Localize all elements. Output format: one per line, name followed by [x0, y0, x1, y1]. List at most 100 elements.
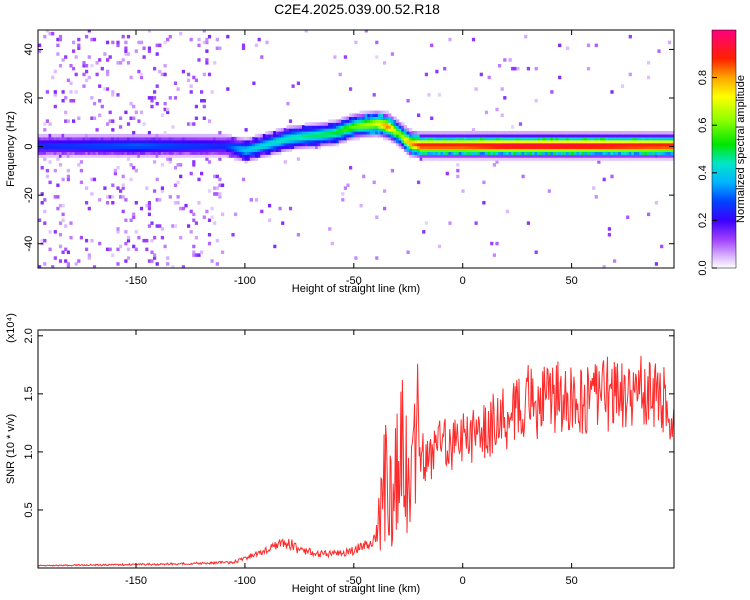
- spectrogram-cell: [349, 136, 353, 141]
- spectrogram-cell: [383, 116, 387, 120]
- spectrogram-cell: [82, 136, 86, 141]
- spectrogram-cell: [362, 119, 366, 123]
- spectrogram-cell: [254, 151, 259, 155]
- spectrogram-cell: [132, 116, 136, 120]
- spectrogram-cell: [66, 174, 70, 179]
- spectrogram-cell: [194, 151, 198, 155]
- spectrogram-cell: [453, 145, 457, 150]
- spectrogram-cell: [422, 145, 426, 150]
- spectrogram-cell: [48, 160, 52, 164]
- spectrogram-cell: [106, 154, 110, 158]
- spectrogram-cell: [296, 142, 300, 147]
- spectrogram-cell: [189, 122, 193, 126]
- spectrogram-cell: [239, 139, 243, 144]
- spectrogram-cell: [241, 148, 246, 152]
- spectrogram-cell: [558, 133, 562, 138]
- spectrogram-cell: [566, 136, 570, 141]
- spectrogram-cell: [639, 133, 643, 138]
- spectrogram-cell: [568, 139, 572, 144]
- spectrogram-cell: [529, 142, 533, 147]
- spectrogram-cell: [239, 157, 243, 161]
- spectrogram-cell: [64, 224, 68, 228]
- spectrogram-cell: [226, 151, 230, 155]
- spectrogram-cell: [406, 139, 410, 144]
- spectrogram-cell: [532, 131, 536, 135]
- spectrogram-cell: [406, 136, 410, 141]
- spectrogram-cell: [309, 142, 313, 147]
- spectrogram-cell: [95, 133, 99, 138]
- spectrogram-cell: [592, 133, 596, 138]
- spectrogram-cell: [98, 136, 102, 141]
- spectrogram-cell: [539, 151, 543, 155]
- spectrogram-cell: [234, 136, 238, 141]
- spectrogram-cell: [58, 154, 63, 158]
- spectrogram-cell: [482, 136, 486, 141]
- spectrogram-cell: [547, 148, 551, 152]
- spectrogram-cell: [184, 148, 188, 152]
- spectrogram-cell: [453, 151, 457, 155]
- spectrogram-cell: [615, 133, 619, 138]
- spectrogram-cell: [351, 116, 355, 120]
- spectrogram-cell: [315, 136, 319, 141]
- spectrogram-cell: [304, 139, 308, 144]
- spectrogram-cell: [213, 192, 217, 196]
- spectrogram-cell: [79, 145, 83, 150]
- spectrogram-cell: [153, 90, 157, 94]
- spectrogram-cell: [56, 52, 60, 56]
- spectrogram-cell: [124, 241, 128, 246]
- spectrogram-cell: [369, 113, 374, 117]
- spectrogram-cell: [369, 110, 374, 115]
- spectrogram-cell: [396, 122, 400, 126]
- spectrogram-cell: [163, 136, 167, 141]
- spectrogram-cell: [631, 154, 635, 158]
- spectrogram-cell: [168, 142, 172, 147]
- spectrogram-cell: [132, 215, 136, 219]
- spectrogram-cell: [43, 148, 47, 152]
- spectrogram-cell: [409, 148, 413, 152]
- spectrogram-cell: [281, 136, 285, 141]
- spectrogram-cell: [584, 154, 588, 158]
- spectrogram-cell: [602, 148, 606, 152]
- spectrogram-cell: [503, 58, 507, 62]
- spectrogram-cell: [498, 154, 502, 158]
- spectrogram-cell: [529, 154, 533, 158]
- spectrogram-cell: [126, 238, 131, 243]
- spectrogram-cell: [372, 113, 376, 117]
- spectrogram-cell: [74, 142, 78, 147]
- spectrogram-cell: [64, 145, 68, 150]
- spectrogram-cell: [210, 259, 214, 263]
- spectrogram-cell: [589, 142, 593, 147]
- spectrogram-cell: [234, 145, 238, 150]
- spectrogram-cell: [623, 136, 627, 141]
- spectrogram-cell: [90, 148, 94, 152]
- spectrogram-cell: [134, 201, 138, 205]
- spectrogram-cell: [213, 142, 217, 147]
- spectrogram-cell: [150, 96, 154, 100]
- spectrogram-cell: [288, 142, 293, 147]
- spectrogram-cell: [471, 157, 476, 161]
- spectrogram-cell: [202, 116, 206, 120]
- spectrogram-cell: [194, 142, 198, 147]
- spectrogram-cell: [566, 142, 570, 147]
- spectrogram-cell: [341, 136, 345, 141]
- spectrogram-cell: [482, 145, 486, 150]
- spectrogram-cell: [142, 136, 146, 141]
- spectrogram-cell: [558, 139, 562, 144]
- spectrogram-cell: [492, 253, 496, 257]
- spectrogram-cell: [197, 253, 201, 257]
- spectrogram-cell: [437, 244, 442, 249]
- spectrogram-cell: [652, 142, 656, 147]
- spectrogram-cell: [521, 157, 525, 161]
- spectrogram-cell: [121, 34, 125, 39]
- spectrogram-cell: [328, 125, 332, 129]
- spectrogram-cell: [409, 151, 413, 155]
- spectrogram-cell: [464, 142, 468, 147]
- spectrogram-cell: [636, 139, 640, 144]
- spectrogram-cell: [207, 142, 212, 147]
- spectrogram-cell: [98, 151, 102, 155]
- spectrogram-cell: [108, 142, 112, 147]
- spectrogram-cell: [322, 125, 327, 129]
- spectrogram-cell: [197, 139, 201, 144]
- spectrogram-cell: [134, 230, 138, 234]
